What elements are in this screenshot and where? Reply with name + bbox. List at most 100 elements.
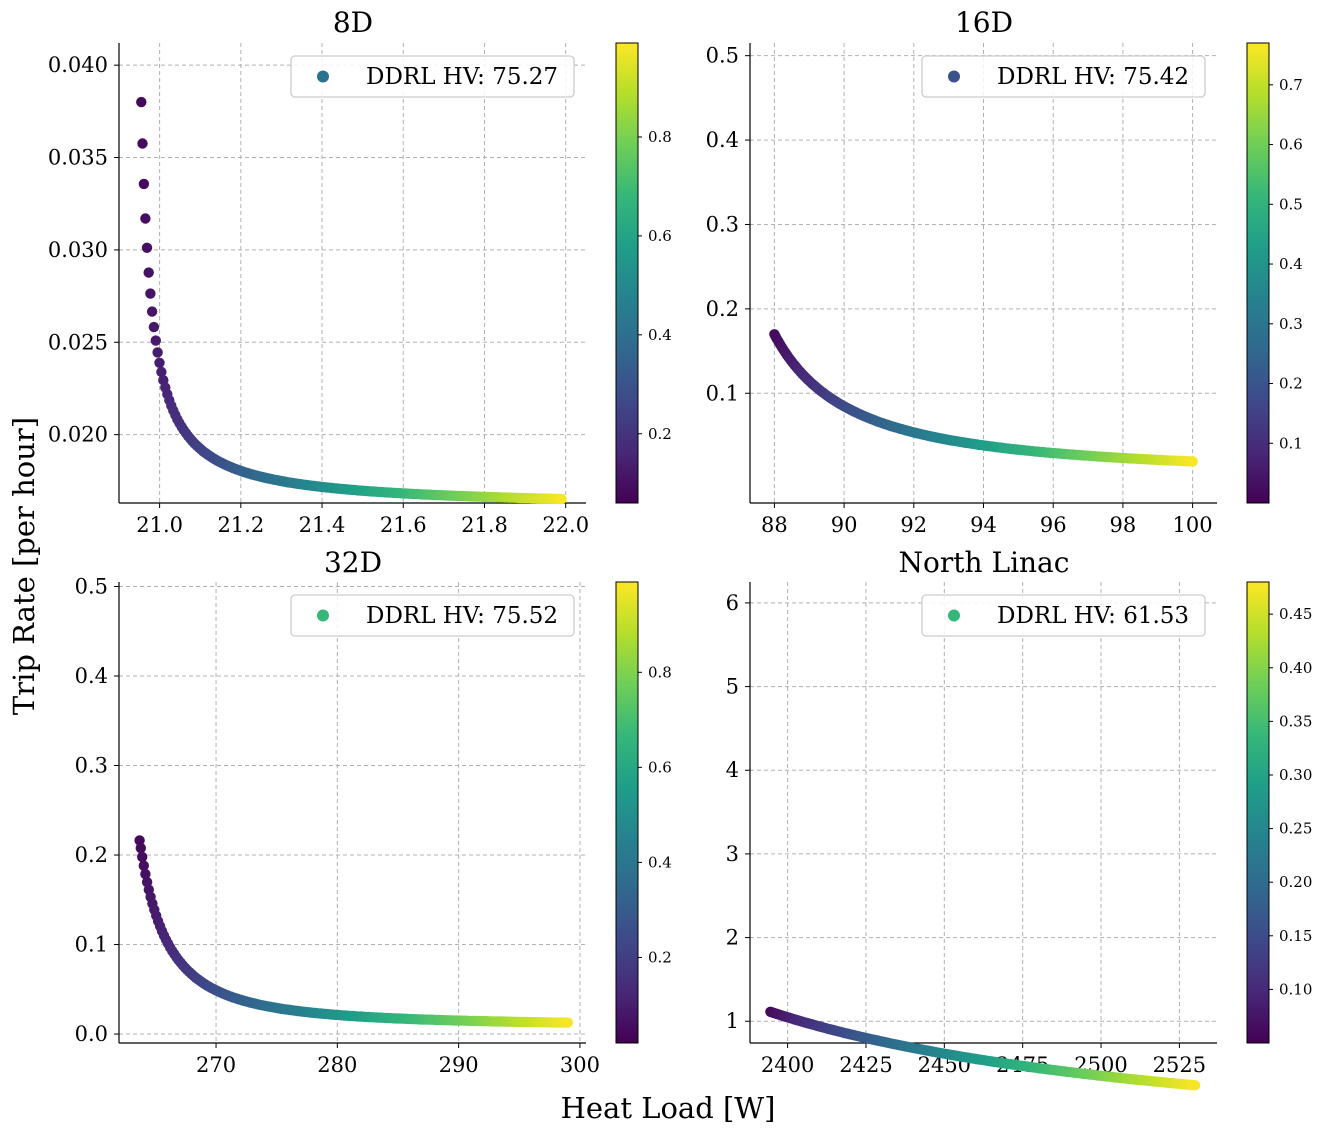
panel-title: North Linac — [899, 546, 1070, 579]
legend-marker — [317, 609, 329, 622]
scatter-point — [138, 178, 150, 190]
legend-frame — [290, 594, 575, 637]
scatter-point — [148, 321, 160, 333]
y-tick-label: 0.2 — [75, 843, 108, 867]
colorbar-tick-label: 0.35 — [1279, 712, 1312, 730]
scatter-point — [135, 842, 146, 854]
x-tick-label: 2425 — [839, 1053, 892, 1077]
x-tick-label: 98 — [1110, 513, 1137, 537]
y-tick-label: 0.020 — [48, 423, 108, 447]
x-tick-label: 100 — [1173, 513, 1213, 537]
x-tick-label: 22.0 — [542, 513, 589, 537]
legend-label: DDRL HV: 75.42 — [997, 64, 1189, 90]
colorbar-tick-label: 0.10 — [1279, 980, 1312, 998]
scatter-series — [765, 1006, 1201, 1091]
scatter-point — [152, 347, 163, 358]
y-tick-label: 1 — [726, 1009, 739, 1033]
y-tick-label: 0.1 — [706, 381, 739, 405]
x-tick-label: 96 — [1040, 513, 1067, 537]
y-tick-label: 0.035 — [48, 146, 108, 170]
x-tick-label: 88 — [761, 513, 788, 537]
y-tick-label: 0.4 — [75, 664, 108, 688]
colorbar: 0.2 0.4 0.6 0.8 — [615, 42, 672, 504]
colorbar-tick-label: 0.6 — [648, 227, 672, 245]
colorbar-tick-label: 0.4 — [648, 853, 672, 871]
scatter-point — [562, 1017, 573, 1028]
colorbar-tick-label: 0.4 — [648, 326, 672, 344]
y-tick-label: 0.2 — [706, 297, 739, 321]
scatter-point — [137, 138, 148, 149]
x-tick-label: 300 — [560, 1053, 600, 1077]
legend: DDRL HV: 75.27 — [290, 55, 575, 98]
colorbar-tick-label: 0.3 — [1279, 315, 1303, 333]
scatter-point — [134, 835, 145, 846]
legend: DDRL HV: 61.53 — [921, 594, 1206, 637]
y-tick-label: 0.1 — [75, 933, 108, 957]
colorbar-gradient — [1246, 42, 1270, 504]
legend-frame — [921, 55, 1206, 98]
panel-title: 32D — [324, 546, 382, 579]
legend-marker — [948, 609, 960, 622]
colorbar-tick-label: 0.40 — [1279, 659, 1312, 677]
panel-1: 16D 88 90 92 94 96 98 100 0.1 0.2 0.3 0.4 0.5 DDRL HV… — [706, 6, 1303, 537]
y-tick-label: 0.0 — [75, 1022, 108, 1046]
colorbar-tick-label: 0.6 — [648, 758, 672, 776]
colorbar: 0.1 0.2 0.3 0.4 0.5 0.6 0.7 — [1246, 42, 1303, 504]
y-tick-label: 0.025 — [48, 330, 108, 354]
y-tick-label: 0.3 — [75, 754, 108, 778]
scatter-point — [140, 213, 151, 224]
panel-title: 8D — [333, 6, 373, 39]
x-tick-label: 270 — [196, 1053, 236, 1077]
colorbar-tick-label: 0.8 — [648, 663, 672, 681]
legend-marker — [317, 70, 329, 83]
y-tick-label: 3 — [726, 842, 739, 866]
y-tick-label: 0.5 — [75, 574, 108, 598]
scatter-point — [138, 860, 149, 871]
colorbar-tick-label: 0.4 — [1279, 255, 1303, 273]
x-tick-label: 290 — [439, 1053, 479, 1077]
scatter-point — [140, 868, 151, 880]
x-tick-label: 21.0 — [136, 513, 183, 537]
colorbar-tick-label: 0.20 — [1279, 873, 1312, 891]
legend: DDRL HV: 75.42 — [921, 55, 1206, 98]
x-tick-label: 2525 — [1153, 1053, 1206, 1077]
colorbar: 0.10 0.15 0.20 0.25 0.30 0.35 0.40 0.45 — [1246, 581, 1312, 1044]
x-tick-label: 90 — [831, 513, 858, 537]
colorbar-tick-label: 0.2 — [648, 948, 672, 966]
x-tick-label: 21.4 — [299, 513, 346, 537]
legend-frame — [921, 594, 1206, 637]
colorbar-tick-label: 0.25 — [1279, 820, 1312, 838]
panel-title: 16D — [955, 6, 1013, 39]
scatter-series — [134, 835, 573, 1028]
legend: DDRL HV: 75.52 — [290, 594, 575, 637]
colorbar-gradient — [1246, 581, 1270, 1044]
y-tick-label: 4 — [726, 758, 739, 782]
scatter-point — [137, 851, 148, 863]
panel-0: 8D 21.0 21.2 21.4 21.6 21.8 22.0 0.020 0.025 0.03… — [48, 6, 672, 537]
scatter-point — [141, 242, 153, 253]
y-tick-label: 5 — [726, 675, 739, 699]
figure-xlabel: Heat Load [W] — [561, 1091, 776, 1125]
x-tick-label: 21.6 — [380, 513, 427, 537]
x-tick-label: 94 — [970, 513, 997, 537]
scatter-point — [1189, 1080, 1201, 1091]
colorbar-tick-label: 0.5 — [1279, 195, 1303, 213]
y-tick-label: 0.5 — [706, 44, 739, 68]
scatter-point — [154, 357, 165, 368]
colorbar-tick-label: 0.8 — [648, 128, 672, 146]
scatter-series — [136, 96, 567, 505]
x-tick-label: 21.8 — [461, 513, 508, 537]
colorbar-gradient — [615, 42, 639, 504]
colorbar: 0.2 0.4 0.6 0.8 — [615, 581, 672, 1044]
colorbar-tick-label: 0.7 — [1279, 76, 1303, 94]
scatter-point — [150, 335, 161, 346]
panel-3: North Linac24002425245024752500252512345… — [726, 546, 1312, 1091]
y-tick-label: 0.040 — [48, 53, 108, 77]
y-tick-label: 0.4 — [706, 128, 739, 152]
colorbar-tick-label: 0.2 — [1279, 375, 1303, 393]
x-tick-label: 2400 — [761, 1053, 814, 1077]
colorbar-tick-label: 0.45 — [1279, 605, 1312, 623]
colorbar-gradient — [615, 581, 639, 1044]
